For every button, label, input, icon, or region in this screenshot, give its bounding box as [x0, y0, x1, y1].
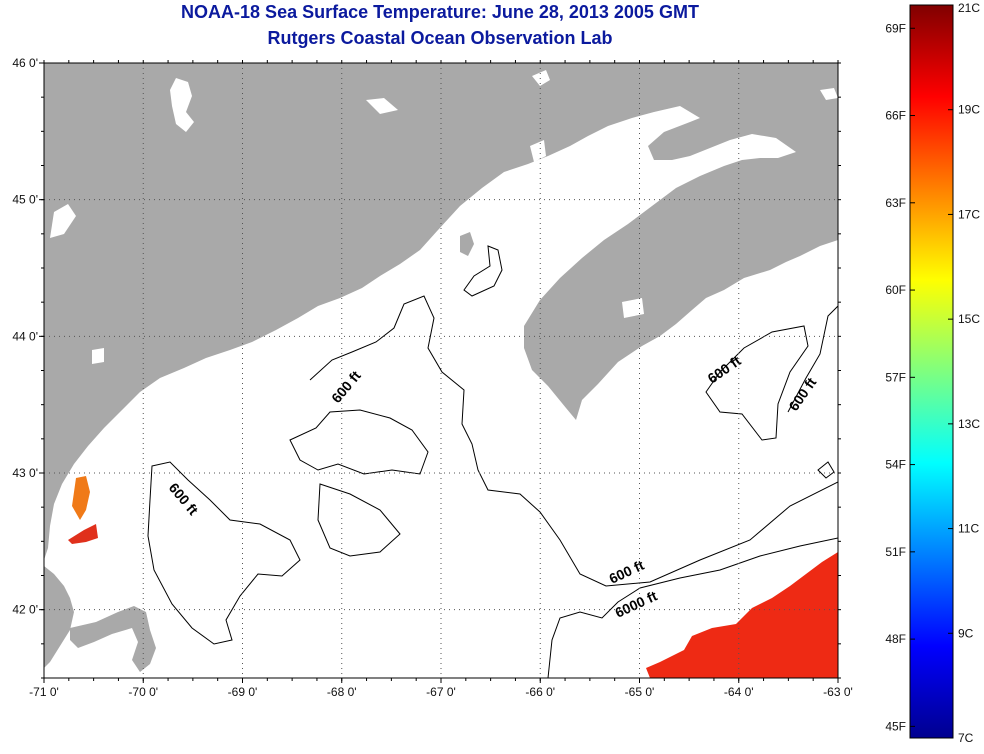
- cb-label-f: 63F: [885, 196, 906, 210]
- colorbar-celsius-labels: 21C 19C 17C 15C 13C 11C 9C 7C: [958, 1, 980, 745]
- depth-contours: [147, 245, 838, 678]
- land-mid-coast: [44, 566, 74, 668]
- lon-tick-label: -70 0': [128, 685, 158, 699]
- lat-tick-label: 46 0': [12, 56, 38, 70]
- contour-600ft-georges: [317, 483, 401, 557]
- cb-label-c: 13C: [958, 417, 980, 431]
- cb-label-c: 15C: [958, 312, 980, 326]
- contour-600ft-inner: [147, 461, 301, 645]
- lon-tick-label: -64 0': [724, 685, 754, 699]
- contour-600ft-ne-b: [787, 305, 838, 413]
- map-subtitle: Rutgers Coastal Ocean Observation Lab: [267, 28, 613, 48]
- contour-600ft-ne-a: [705, 325, 809, 441]
- cb-label-f: 69F: [885, 21, 906, 35]
- colorbar-ticks: [910, 4, 953, 739]
- cb-label-f: 57F: [885, 370, 906, 384]
- cb-label-c: 7C: [958, 731, 974, 745]
- cb-label-c: 19C: [958, 103, 980, 117]
- contour-600ft-west: [289, 409, 429, 475]
- land-grand-manan: [460, 232, 474, 256]
- contour-600ft-small: [817, 461, 835, 479]
- lon-tick-label: -65 0': [625, 685, 655, 699]
- lon-tick-label: -63 0': [823, 685, 853, 699]
- sst-patch-southeast: [646, 552, 838, 678]
- cb-label-c: 11C: [958, 522, 979, 536]
- lat-tick-label: 45 0': [12, 193, 38, 207]
- cb-label-f: 51F: [885, 545, 906, 559]
- cb-label-f: 66F: [885, 109, 906, 123]
- sst-patch-coast-south: [68, 524, 98, 544]
- axis-ticks: [39, 60, 841, 683]
- longitude-axis-labels: -71 0' -70 0' -69 0' -68 0' -67 0' -66 0' -65 …: [29, 685, 853, 699]
- colorbar-fahrenheit-labels: 69F 66F 63F 60F 57F 54F 51F 48F 45F: [885, 21, 906, 733]
- lon-tick-label: -71 0': [29, 685, 59, 699]
- land-cape-cod: [70, 606, 156, 672]
- latitude-axis-labels: 46 0' 45 0' 44 0' 43 0' 42 0': [12, 56, 38, 617]
- lat-tick-label: 44 0': [12, 329, 38, 343]
- cb-label-c: 17C: [958, 207, 980, 221]
- cb-label-c: 9C: [958, 626, 974, 640]
- contour-600ft-island: [463, 245, 503, 297]
- sst-patch-coast-north: [72, 476, 90, 520]
- lon-tick-label: -68 0': [327, 685, 357, 699]
- lat-tick-label: 42 0': [12, 603, 38, 617]
- cb-label-f: 60F: [885, 283, 906, 297]
- contour-600ft-central: [309, 295, 838, 587]
- temperature-colorbar: [909, 4, 954, 739]
- inland-lakes: [50, 70, 838, 364]
- cb-label-f: 54F: [885, 458, 906, 472]
- lat-tick-label: 43 0': [12, 466, 38, 480]
- cb-label-f: 48F: [885, 632, 906, 646]
- contour-6000ft: [547, 537, 838, 678]
- lon-tick-label: -69 0': [228, 685, 258, 699]
- lon-tick-label: -66 0': [525, 685, 555, 699]
- map-title: NOAA-18 Sea Surface Temperature: June 28…: [181, 2, 699, 22]
- cb-label-c: 21C: [958, 1, 980, 15]
- cb-label-f: 45F: [885, 719, 906, 733]
- land-new-england-maritimes: [44, 63, 838, 560]
- lon-tick-label: -67 0': [426, 685, 456, 699]
